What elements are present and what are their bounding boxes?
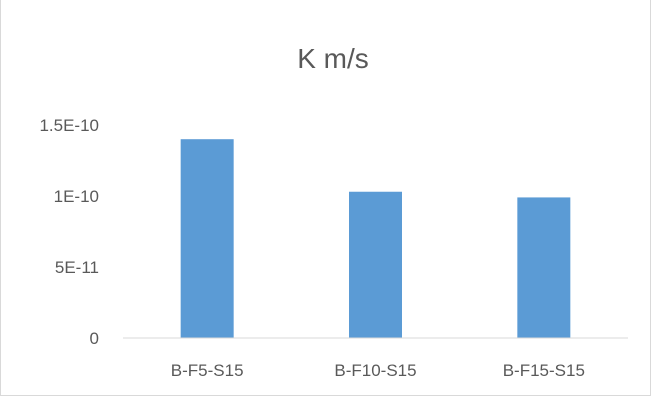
y-tick-label: 5E-11: [55, 258, 99, 277]
x-tick-label: B-F15-S15: [503, 361, 585, 380]
bar: [180, 139, 234, 338]
y-tick-label: 0: [90, 329, 99, 348]
y-axis-ticks: 0 5E-11 1E-10 1.5E-10: [39, 116, 99, 348]
x-tick-label: B-F10-S15: [334, 361, 416, 380]
chart-title: K m/s: [297, 43, 369, 74]
bar: [517, 197, 571, 338]
x-tick-label: B-F5-S15: [171, 361, 244, 380]
x-axis-labels: B-F5-S15 B-F10-S15 B-F15-S15: [171, 361, 585, 380]
bar: [349, 191, 402, 338]
bars: [180, 139, 571, 338]
y-tick-label: 1.5E-10: [39, 116, 99, 135]
y-tick-label: 1E-10: [54, 187, 99, 206]
